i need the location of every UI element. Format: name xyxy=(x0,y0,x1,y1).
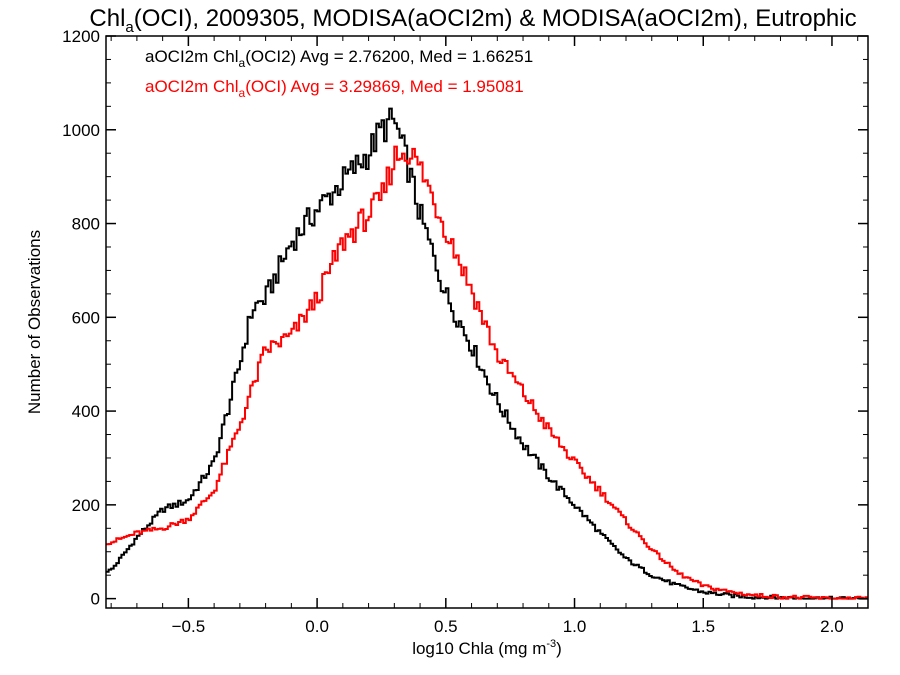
plot-frame xyxy=(105,35,869,609)
y-tick-label: 600 xyxy=(72,308,100,327)
chart-title: Chla(OCI), 2009305, MODISA(aOCI2m) & MOD… xyxy=(89,5,856,36)
y-axis: 0 200 400 600 800 1000 1200 xyxy=(62,27,868,609)
x-axis: −0.5 0.0 0.5 1.0 1.5 2.0 xyxy=(110,36,859,636)
y-tick-label: 800 xyxy=(72,215,100,234)
legend-entry-1: aOCI2m Chla(OCI) Avg = 3.29869, Med = 1.… xyxy=(145,77,524,100)
x-tick-label: 0.5 xyxy=(434,617,458,636)
y-tick-label: 1000 xyxy=(62,121,100,140)
series-layer xyxy=(106,107,868,600)
y-tick-label: 1200 xyxy=(62,27,100,46)
y-tick-label: 400 xyxy=(72,402,100,421)
legend-entry-0: aOCI2m Chla(OCI2) Avg = 2.76200, Med = 1… xyxy=(145,47,533,70)
y-tick-label: 200 xyxy=(72,496,100,515)
series-line-0 xyxy=(106,107,868,600)
x-tick-label: 2.0 xyxy=(820,617,844,636)
x-tick-label: 1.5 xyxy=(691,617,715,636)
y-axis-label: Number of Observations xyxy=(25,230,44,414)
x-tick-label: 1.0 xyxy=(563,617,587,636)
legend: aOCI2m Chla(OCI2) Avg = 2.76200, Med = 1… xyxy=(145,47,533,100)
x-axis-label: log10 Chla (mg m-3) xyxy=(412,638,562,658)
x-tick-label: 0.0 xyxy=(305,617,329,636)
x-tick-label: −0.5 xyxy=(172,617,206,636)
y-tick-label: 0 xyxy=(91,590,100,609)
series-line-1 xyxy=(106,145,868,600)
